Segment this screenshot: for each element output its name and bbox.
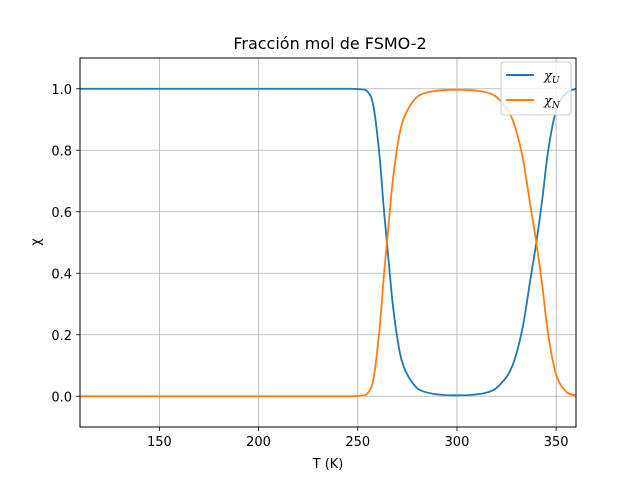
x-tick-label: 300 bbox=[445, 435, 470, 450]
x-tick-label: 200 bbox=[246, 435, 271, 450]
legend-label-n: χN bbox=[543, 94, 561, 111]
x-tick-label: 150 bbox=[147, 435, 172, 450]
y-tick-label: 0.8 bbox=[51, 144, 72, 159]
legend-box bbox=[500, 61, 572, 116]
y-tick-label: 0.0 bbox=[51, 390, 72, 405]
x-tick-label: 250 bbox=[345, 435, 370, 450]
y-tick-label: 1.0 bbox=[51, 83, 72, 98]
y-axis-label: χ bbox=[29, 238, 44, 246]
legend-label-u: χU bbox=[543, 69, 560, 86]
plot-frame bbox=[79, 57, 577, 428]
y-tick-label: 0.4 bbox=[51, 267, 72, 282]
x-axis-label: T (K) bbox=[312, 457, 344, 472]
series-lines bbox=[80, 87, 576, 398]
x-axis-ticks: 150 200 250 300 350 bbox=[147, 427, 569, 450]
y-tick-label: 0.2 bbox=[51, 329, 72, 344]
y-axis-ticks: 0.0 0.2 0.4 0.6 0.8 1.0 bbox=[51, 83, 80, 405]
legend: χU χN bbox=[500, 61, 572, 116]
y-tick-label: 0.6 bbox=[51, 206, 72, 221]
series-line-u bbox=[80, 87, 576, 397]
chart-title: Fracción mol de FSMO-2 bbox=[233, 34, 426, 53]
x-tick-label: 350 bbox=[544, 435, 569, 450]
series-line-n bbox=[80, 88, 576, 398]
